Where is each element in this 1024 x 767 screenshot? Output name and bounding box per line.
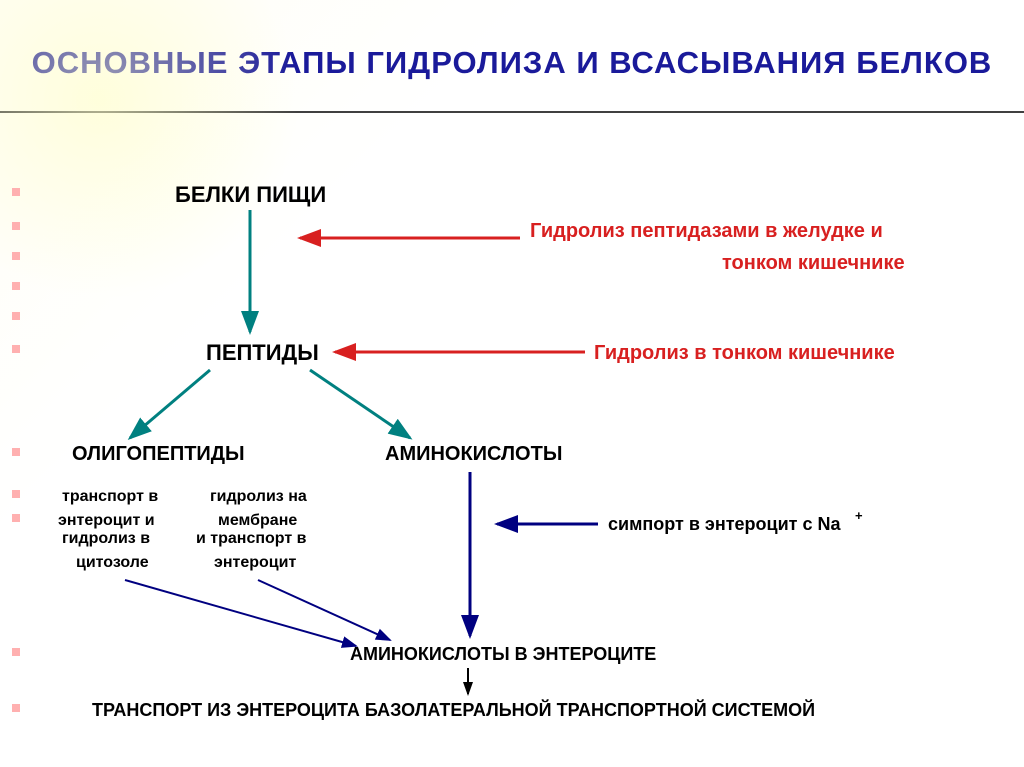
node-peptidy: ПЕПТИДЫ <box>206 340 319 366</box>
list-bullet <box>12 282 20 290</box>
list-bullet <box>12 222 20 230</box>
node-trans1: транспорт в <box>62 488 158 506</box>
list-bullet <box>12 514 20 522</box>
node-hyd4: энтероцит <box>214 554 296 572</box>
node-amino: АМИНОКИСЛОТЫ <box>385 443 562 466</box>
list-bullet <box>12 312 20 320</box>
node-oligo: ОЛИГОПЕПТИДЫ <box>72 443 245 466</box>
list-bullet <box>12 345 20 353</box>
node-belki: БЕЛКИ ПИЩИ <box>175 182 326 208</box>
node-transport_out: ТРАНСПОРТ ИЗ ЭНТЕРОЦИТА БАЗОЛАТЕРАЛЬНОЙ … <box>92 700 815 721</box>
node-trans2: энтероцит и <box>58 512 155 530</box>
slide-title: ОСНОВНЫЕ ЭТАПЫ ГИДРОЛИЗА И ВСАСЫВАНИЯ БЕ… <box>0 0 1024 81</box>
node-plus: + <box>855 508 863 523</box>
list-bullet <box>12 648 20 656</box>
list-bullet <box>12 448 20 456</box>
node-gidroliz1a: Гидролиз пептидазами в желудке и <box>530 220 883 243</box>
list-bullet <box>12 252 20 260</box>
node-gidroliz1b: тонком кишечнике <box>722 252 905 275</box>
node-hyd1: гидролиз на <box>210 488 307 506</box>
list-bullet <box>12 490 20 498</box>
node-hyd3: и транспорт в <box>196 530 306 548</box>
node-hyd2: мембране <box>218 512 297 530</box>
node-simport: симпорт в энтероцит с Na <box>608 514 841 535</box>
node-trans3: гидролиз в <box>62 530 150 548</box>
list-bullet <box>12 704 20 712</box>
title-rule <box>0 111 1024 113</box>
node-amino_ent: АМИНОКИСЛОТЫ В ЭНТЕРОЦИТЕ <box>350 644 656 665</box>
node-gidroliz2: Гидролиз в тонком кишечнике <box>594 342 895 365</box>
list-bullet <box>12 188 20 196</box>
node-trans4: цитозоле <box>76 554 149 572</box>
